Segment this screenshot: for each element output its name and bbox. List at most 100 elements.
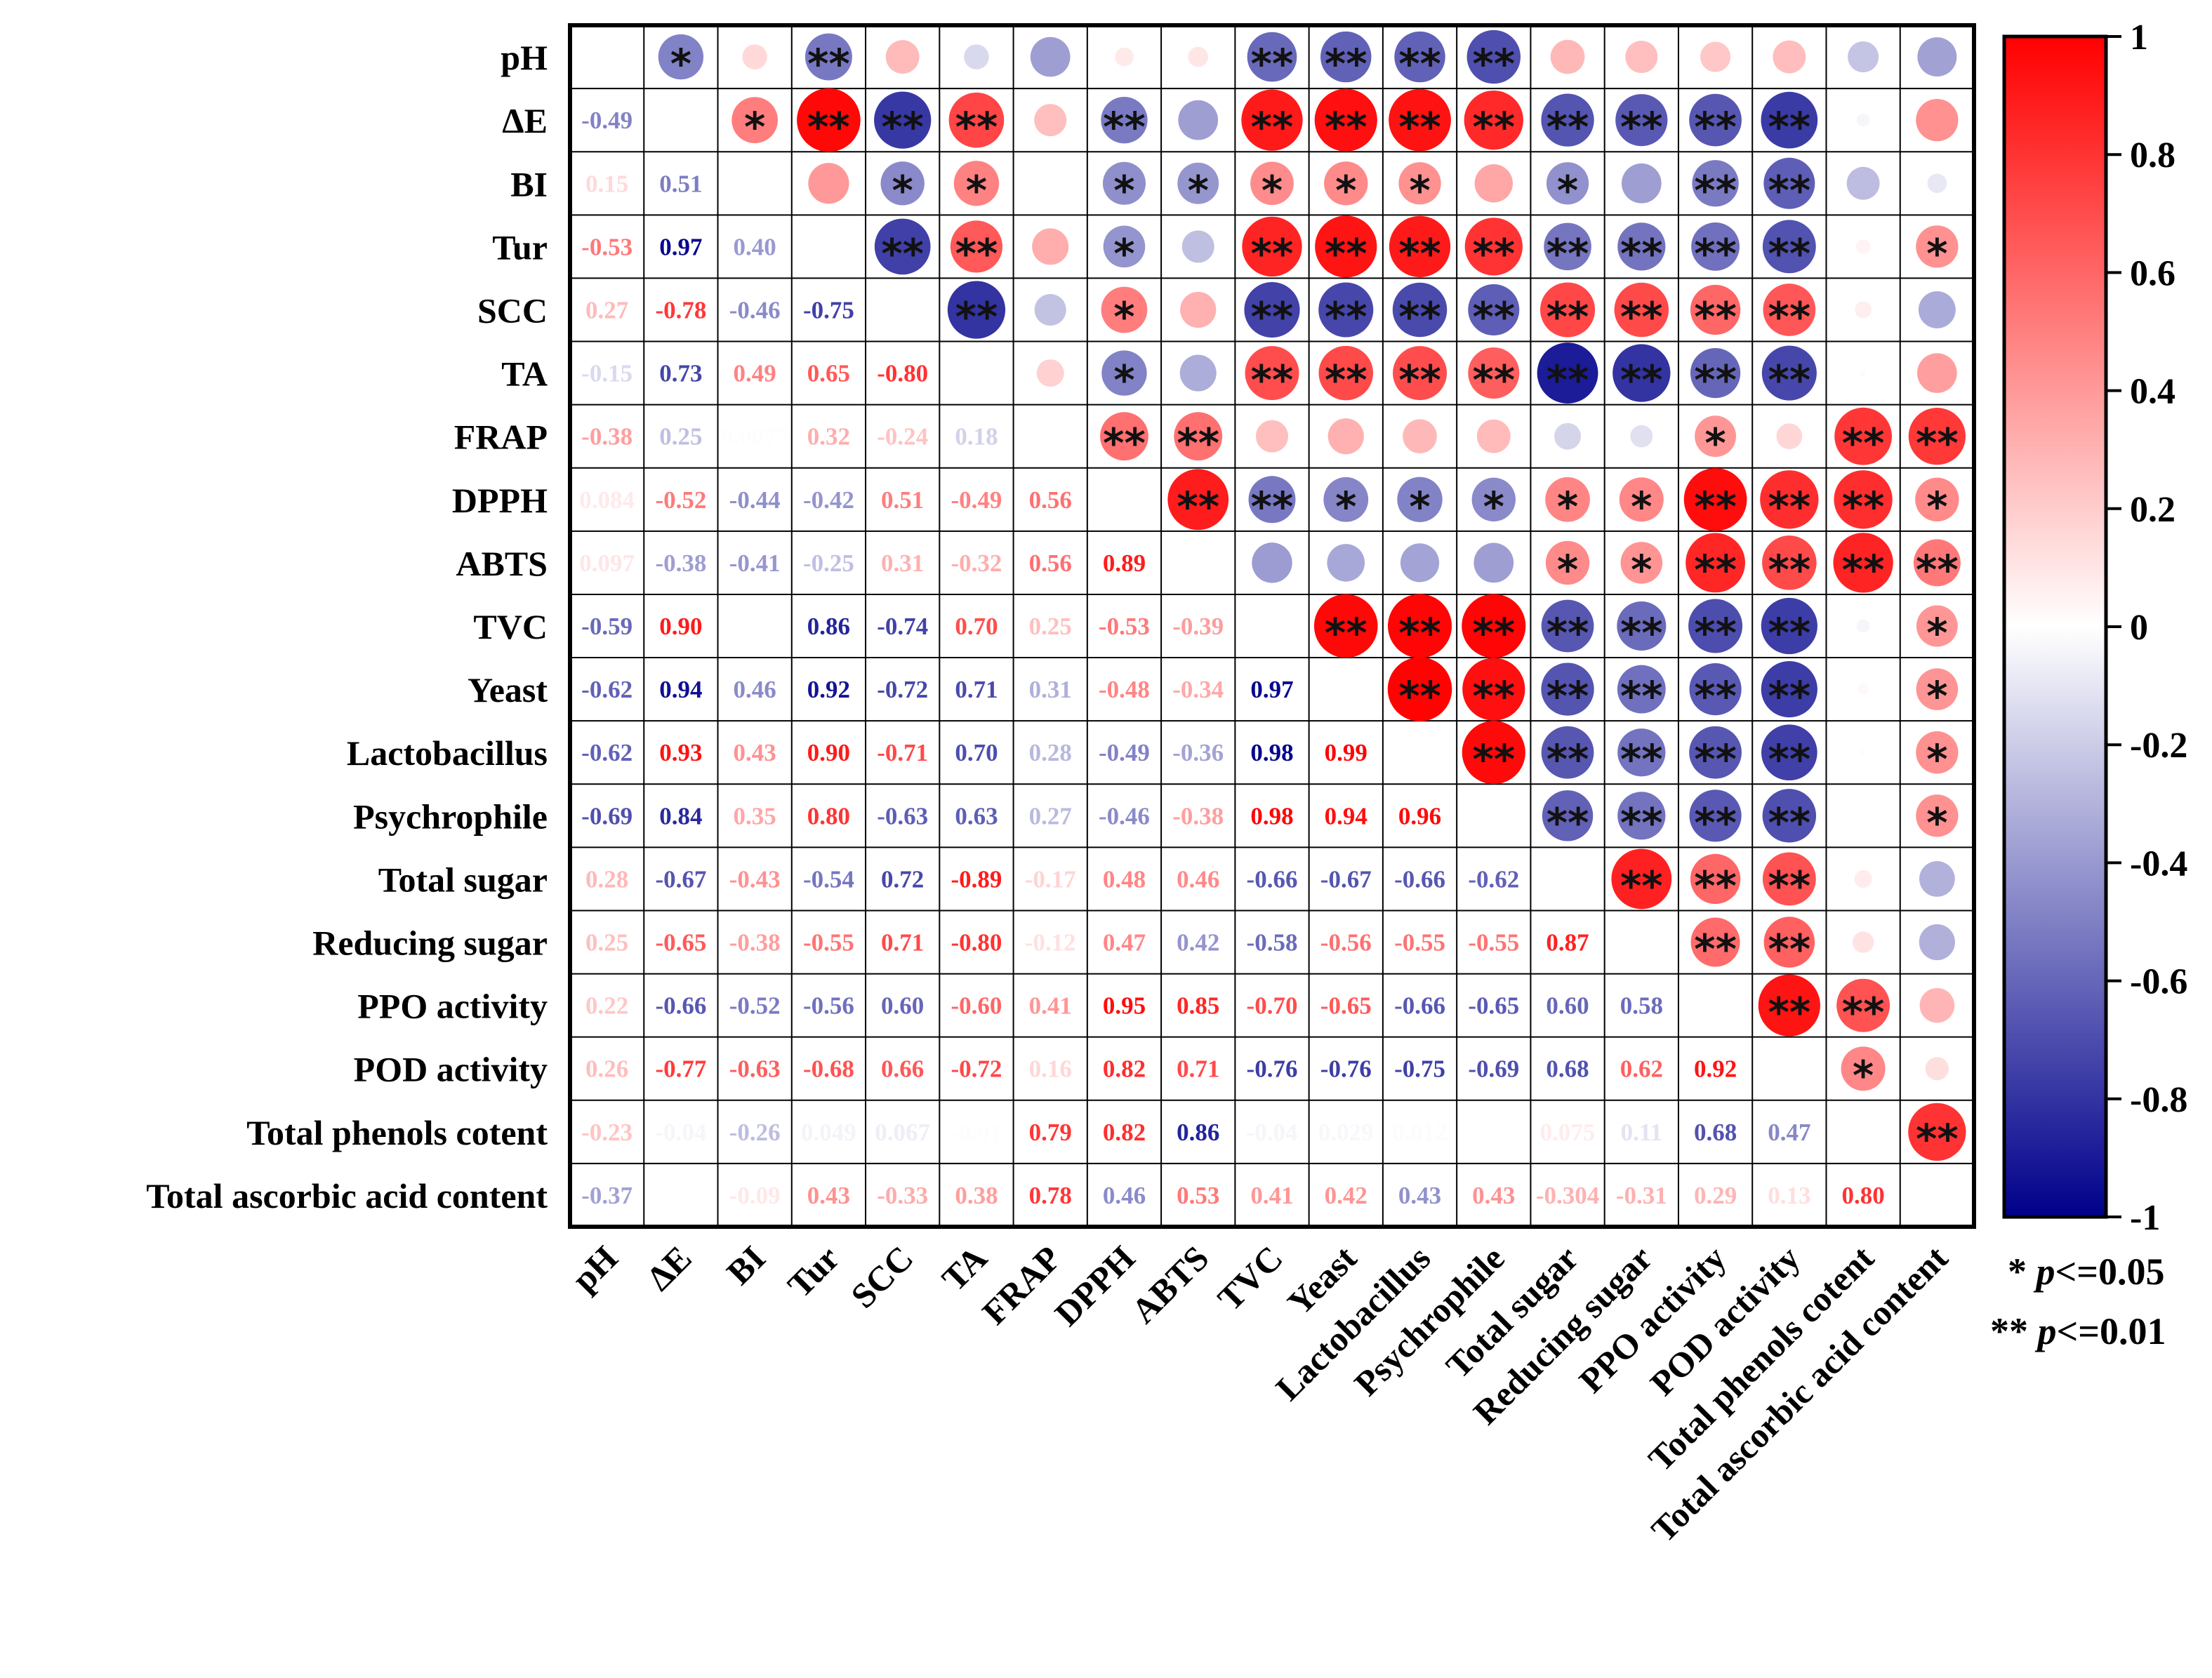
corr-value: -0.63 <box>729 1056 781 1083</box>
corr-value: -0.17 <box>1025 865 1076 893</box>
corr-value: -0.46 <box>729 296 781 324</box>
corr-value: 0.71 <box>955 676 998 703</box>
corr-value: -0.77 <box>655 1056 706 1083</box>
corr-value: 0.48 <box>1103 865 1146 893</box>
corr-circle <box>1252 542 1292 583</box>
corr-value: 0.11 <box>1621 1119 1662 1146</box>
corr-value: -0.65 <box>1320 992 1372 1020</box>
corr-value: 0.82 <box>1103 1119 1146 1146</box>
corr-value: 0.87 <box>1546 929 1589 957</box>
corr-circle <box>1540 282 1596 338</box>
significance-mark: ** <box>1547 609 1589 657</box>
corr-circle <box>1916 98 1959 142</box>
matrix-border <box>568 23 1976 1229</box>
corr-circle <box>1625 41 1658 74</box>
corr-value: 0.90 <box>807 739 850 766</box>
significance-mark: ** <box>1398 357 1441 404</box>
corr-value: 0.99 <box>1325 739 1367 766</box>
col-label: TVC <box>1210 1238 1290 1318</box>
corr-circle <box>1763 284 1816 336</box>
corr-value: 0.27 <box>585 296 628 324</box>
significance-mark: ** <box>1620 103 1663 151</box>
legend-two-star: ** p<=0.01 <box>1990 1310 2166 1352</box>
corr-circle <box>1101 96 1148 144</box>
corr-value: 0.084 <box>579 486 635 514</box>
corr-circle <box>1860 369 1867 377</box>
significance-mark: ** <box>1325 609 1367 657</box>
significance-mark: ** <box>1842 483 1885 531</box>
corr-value: 0.56 <box>1029 486 1072 514</box>
corr-circle <box>1760 470 1819 529</box>
corr-value: 0.25 <box>585 929 628 957</box>
significance-mark: ** <box>881 229 924 277</box>
corr-value: 0.43 <box>734 739 776 766</box>
corr-circle <box>1620 542 1663 584</box>
row-label: Tur <box>492 227 548 267</box>
corr-value: -0.53 <box>581 233 633 260</box>
significance-mark: * <box>1853 1052 1874 1100</box>
significance-mark: * <box>1926 799 1947 846</box>
col-label: pH <box>564 1238 625 1299</box>
significance-mark: ** <box>1103 420 1146 467</box>
corr-value: 0.60 <box>1546 992 1589 1020</box>
significance-mark: ** <box>1694 546 1737 594</box>
corr-circle <box>1619 477 1664 522</box>
corr-value: -0.69 <box>1468 1056 1519 1083</box>
corr-circle <box>1179 354 1217 392</box>
corr-circle <box>950 220 1003 273</box>
corr-circle <box>1541 726 1594 779</box>
corr-circle <box>1466 29 1521 84</box>
corr-value: -0.55 <box>1468 929 1519 957</box>
corr-circle <box>1476 419 1511 453</box>
corr-value: -0.67 <box>655 865 706 893</box>
corr-value: 0.31 <box>1029 676 1072 703</box>
col-label: ABTS <box>1124 1238 1217 1331</box>
significance-legend: * p<=0.05 ** p<=0.01 <box>1990 1251 2166 1352</box>
significance-mark: ** <box>1472 40 1515 88</box>
corr-value: 0.62 <box>1620 1056 1663 1083</box>
corr-value: -0.55 <box>803 929 854 957</box>
corr-circle <box>1846 166 1880 200</box>
significance-mark: ** <box>1547 672 1589 720</box>
corr-circle <box>1315 215 1377 278</box>
corr-value: 0.35 <box>734 802 776 830</box>
corr-value: 0.95 <box>1103 992 1146 1020</box>
corr-value: -0.66 <box>1394 992 1445 1020</box>
significance-mark: ** <box>1251 357 1294 404</box>
colorbar-tick-label: -0.8 <box>2130 1080 2187 1120</box>
significance-mark: ** <box>1251 293 1294 340</box>
corr-circle <box>953 161 1000 206</box>
corr-value: 0.98 <box>1250 802 1293 830</box>
corr-circle <box>1688 599 1743 653</box>
corr-circle <box>1468 347 1520 399</box>
corr-value: 0.92 <box>807 676 850 703</box>
corr-value: 0.85 <box>1177 992 1219 1020</box>
corr-value: 0.78 <box>1029 1182 1072 1209</box>
corr-circle <box>1689 663 1742 716</box>
significance-mark: ** <box>1472 357 1515 404</box>
corr-circle <box>1916 794 1959 837</box>
corr-circle <box>1174 412 1223 461</box>
significance-mark: ** <box>1325 229 1367 277</box>
corr-value: 0.012 <box>1392 1119 1448 1146</box>
corr-circle <box>874 91 932 149</box>
significance-mark: * <box>1261 166 1283 214</box>
colorbar-tick-label: -0.4 <box>2130 844 2187 884</box>
significance-mark: * <box>1704 420 1726 467</box>
significance-mark: ** <box>1472 229 1515 277</box>
corr-value: 0.51 <box>659 170 702 197</box>
corr-value: 0.47 <box>1768 1119 1810 1146</box>
significance-mark: * <box>1335 166 1356 214</box>
significance-mark: * <box>1926 229 1947 277</box>
significance-mark: ** <box>1694 166 1737 214</box>
corr-value: 0.40 <box>734 233 776 260</box>
row-label: Lactobacillus <box>347 733 548 773</box>
corr-circle <box>1387 594 1452 658</box>
corr-circle <box>1761 597 1817 655</box>
corr-circle <box>1546 162 1589 205</box>
corr-circle <box>1387 657 1452 721</box>
corr-circle <box>1913 539 1961 587</box>
corr-circle <box>1103 225 1146 268</box>
corr-value: -0.46 <box>1099 802 1150 830</box>
row-label: Total phenols cotent <box>246 1113 548 1152</box>
